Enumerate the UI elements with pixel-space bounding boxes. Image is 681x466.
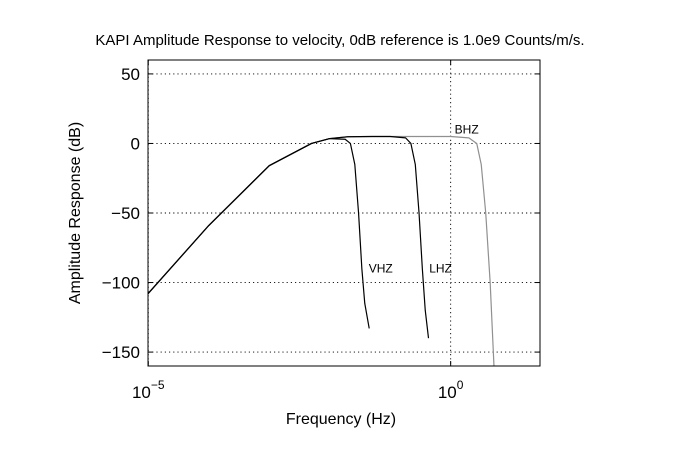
tick-layer: 50 0 −50 −100 −150 10−5 100 — [102, 60, 540, 402]
x-tick-label: 10−5 — [132, 378, 165, 402]
y-tick-label: −150 — [102, 343, 140, 362]
plot-background — [148, 60, 540, 366]
y-tick-label: −50 — [111, 204, 140, 223]
y-axis-label: Amplitude Response (dB) — [67, 122, 84, 304]
y-tick-label: 0 — [131, 134, 140, 153]
series-label-bhz: BHZ — [455, 123, 479, 137]
x-tick-label: 100 — [438, 378, 464, 402]
y-tick-label: 50 — [121, 65, 140, 84]
chart-title: KAPI Amplitude Response to velocity, 0dB… — [95, 32, 584, 49]
series-line-vhz — [148, 137, 370, 329]
series-layer — [148, 135, 495, 366]
series-label-vhz: VHZ — [369, 262, 393, 276]
series-label-lhz: LHZ — [429, 262, 452, 276]
y-tick-label: −100 — [102, 274, 140, 293]
series-label-layer: VHZ LHZ BHZ — [369, 123, 479, 276]
x-axis-label: Frequency (Hz) — [286, 411, 396, 428]
